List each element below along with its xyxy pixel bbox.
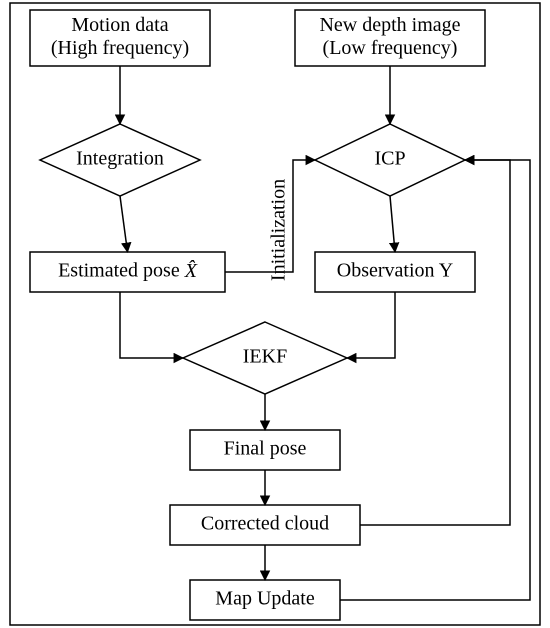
mapupdate-label: Map Update	[215, 588, 315, 610]
finalpose-label: Final pose	[224, 438, 307, 460]
integration-label: Integration	[76, 148, 164, 170]
observation-label: Observation Y	[337, 260, 453, 282]
icp-to-observation	[390, 196, 395, 252]
observation-to-iekf	[347, 292, 395, 358]
integration-to-est	[120, 196, 128, 252]
estimated-label: Estimated pose X̂	[58, 258, 198, 281]
initialization-label: Initialization	[268, 179, 290, 281]
estimated-to-iekf	[120, 292, 183, 358]
motion-label-1: (High frequency)	[51, 37, 189, 59]
corrected-to-icp-back	[360, 160, 510, 525]
motion-label-0: Motion data	[71, 14, 168, 36]
depth-label-1: (Low frequency)	[323, 37, 458, 59]
iekf-label: IEKF	[243, 346, 287, 368]
mapupdate-to-icp-back	[340, 160, 530, 600]
depth-label-0: New depth image	[319, 14, 460, 36]
corrected-label: Corrected cloud	[201, 513, 329, 535]
icp-label: ICP	[374, 148, 405, 170]
